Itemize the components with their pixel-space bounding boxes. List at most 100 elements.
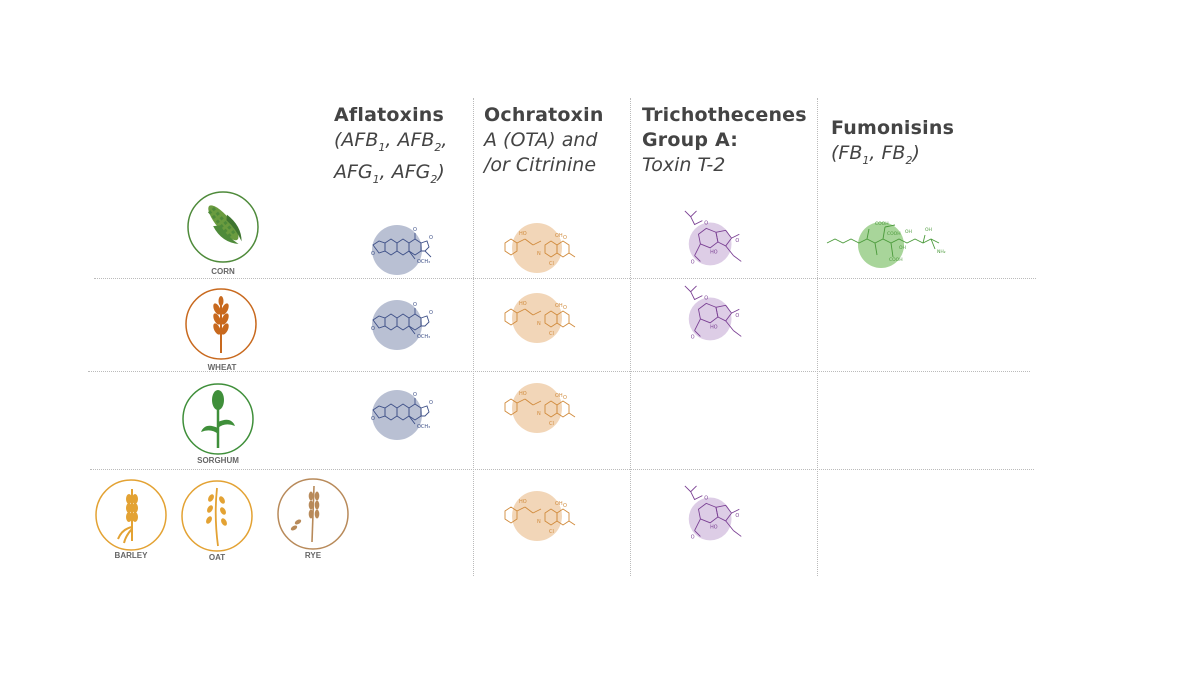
corn-icon bbox=[187, 191, 259, 263]
crop-rye: RYE bbox=[276, 478, 350, 560]
crop-barley: BARLEY bbox=[94, 479, 168, 560]
svg-text:O: O bbox=[735, 238, 739, 244]
crop-label: SORGHUM bbox=[197, 456, 239, 465]
crop-label: RYE bbox=[304, 551, 322, 560]
barley-icon bbox=[95, 479, 167, 551]
svg-text:O: O bbox=[413, 392, 417, 398]
svg-text:HO: HO bbox=[519, 499, 527, 505]
svg-text:HO: HO bbox=[519, 231, 527, 237]
row-divider bbox=[94, 278, 1036, 279]
svg-text:Cl: Cl bbox=[549, 529, 554, 535]
svg-text:O: O bbox=[371, 416, 375, 422]
svg-text:OCH₃: OCH₃ bbox=[417, 259, 430, 265]
ochratoxin-molecule: HO N OH O Cl bbox=[504, 383, 576, 433]
svg-text:O: O bbox=[691, 334, 695, 340]
crop-label: BARLEY bbox=[114, 551, 148, 560]
svg-text:HO: HO bbox=[710, 525, 718, 531]
header-title-line2: Group A: bbox=[642, 129, 739, 151]
svg-text:O: O bbox=[429, 400, 433, 406]
svg-text:OH: OH bbox=[899, 245, 906, 251]
crop-corn: CORN bbox=[186, 190, 260, 276]
svg-text:O: O bbox=[371, 326, 375, 332]
svg-text:OH: OH bbox=[555, 501, 563, 507]
column-divider bbox=[817, 98, 818, 576]
row-divider bbox=[88, 371, 1030, 372]
header-ochratoxin: Ochratoxin A (OTA) and /or Citrinine bbox=[484, 103, 604, 178]
crop-oat: OAT bbox=[180, 480, 254, 562]
aflatoxin-molecule: O O O OCH₃ bbox=[371, 300, 433, 350]
header-trichothecenes: Trichothecenes Group A: Toxin T-2 bbox=[642, 103, 807, 178]
svg-text:OH: OH bbox=[925, 227, 932, 233]
svg-text:N: N bbox=[537, 519, 541, 525]
crop-label: CORN bbox=[211, 267, 235, 276]
header-title: Trichothecenes bbox=[642, 104, 807, 126]
trichothecene-molecule: O HO O O bbox=[684, 285, 742, 340]
header-aflatoxins: Aflatoxins (AFB1, AFB2, AFG1, AFG2) bbox=[334, 103, 447, 192]
svg-text:O: O bbox=[691, 259, 695, 265]
svg-text:COOH: COOH bbox=[875, 221, 889, 227]
svg-text:O: O bbox=[563, 503, 567, 509]
trichothecene-molecule: O HO O O bbox=[684, 210, 742, 265]
svg-text:COOH: COOH bbox=[887, 231, 901, 237]
svg-text:HO: HO bbox=[519, 391, 527, 397]
svg-text:O: O bbox=[563, 235, 567, 241]
aflatoxin-molecule: O O O OCH₃ bbox=[371, 225, 433, 275]
svg-text:OH: OH bbox=[555, 303, 563, 309]
svg-text:O: O bbox=[413, 302, 417, 308]
svg-text:OCH₃: OCH₃ bbox=[417, 334, 430, 340]
rye-icon bbox=[277, 478, 349, 550]
svg-text:O: O bbox=[704, 496, 708, 502]
header-subtitle-line2: /or Citrinine bbox=[484, 154, 597, 176]
svg-text:HO: HO bbox=[710, 325, 718, 331]
svg-text:O: O bbox=[735, 513, 739, 519]
svg-text:O: O bbox=[563, 305, 567, 311]
svg-text:O: O bbox=[413, 227, 417, 233]
header-subtitle: Toxin T-2 bbox=[642, 154, 726, 176]
fumonisin-molecule: COOH COOH COOH OH OH NH₂ OH bbox=[826, 221, 946, 268]
svg-text:Cl: Cl bbox=[549, 421, 554, 427]
header-subtitle-line2: AFG1, AFG2) bbox=[334, 160, 445, 186]
svg-text:O: O bbox=[371, 251, 375, 257]
oat-icon bbox=[181, 480, 253, 552]
header-fumonisins: Fumonisins (FB1, FB2) bbox=[831, 116, 954, 173]
wheat-icon bbox=[185, 288, 257, 360]
header-subtitle: (FB1, FB2) bbox=[831, 142, 920, 167]
svg-text:N: N bbox=[537, 251, 541, 257]
row-divider bbox=[90, 469, 1034, 470]
header-title: Fumonisins bbox=[831, 117, 955, 139]
crop-label: WHEAT bbox=[207, 363, 237, 372]
header-title: Aflatoxins bbox=[334, 104, 445, 126]
svg-text:OCH₃: OCH₃ bbox=[417, 424, 430, 430]
svg-text:OH: OH bbox=[555, 233, 563, 239]
svg-text:N: N bbox=[537, 321, 541, 327]
header-subtitle-line1: A (OTA) and bbox=[484, 129, 598, 151]
header-subtitle-line1: (AFB1, AFB2, bbox=[334, 129, 448, 154]
svg-text:O: O bbox=[704, 221, 708, 227]
aflatoxin-molecule: O O O OCH₃ bbox=[371, 390, 433, 440]
trichothecene-molecule: O HO O O bbox=[684, 485, 742, 540]
svg-text:HO: HO bbox=[519, 301, 527, 307]
column-divider bbox=[630, 98, 631, 576]
svg-text:O: O bbox=[735, 313, 739, 319]
column-divider bbox=[473, 98, 474, 576]
ochratoxin-molecule: HO N OH O Cl bbox=[504, 491, 576, 541]
svg-text:O: O bbox=[704, 296, 708, 302]
svg-text:O: O bbox=[563, 395, 567, 401]
svg-text:O: O bbox=[429, 235, 433, 241]
svg-text:O: O bbox=[429, 310, 433, 316]
header-title: Ochratoxin bbox=[484, 104, 604, 126]
ochratoxin-molecule: HO N OH O Cl bbox=[504, 223, 576, 273]
svg-text:COOH: COOH bbox=[889, 257, 903, 263]
crop-sorghum: SORGHUM bbox=[181, 382, 255, 465]
crop-label: OAT bbox=[208, 553, 226, 562]
sorghum-icon bbox=[182, 383, 254, 455]
svg-text:HO: HO bbox=[710, 250, 718, 256]
svg-text:Cl: Cl bbox=[549, 331, 554, 337]
svg-text:N: N bbox=[537, 411, 541, 417]
svg-text:O: O bbox=[691, 534, 695, 540]
svg-text:Cl: Cl bbox=[549, 261, 554, 267]
ochratoxin-molecule: HO N OH O Cl bbox=[504, 293, 576, 343]
svg-text:NH₂: NH₂ bbox=[937, 249, 946, 255]
svg-text:OH: OH bbox=[905, 229, 912, 235]
svg-text:OH: OH bbox=[555, 393, 563, 399]
